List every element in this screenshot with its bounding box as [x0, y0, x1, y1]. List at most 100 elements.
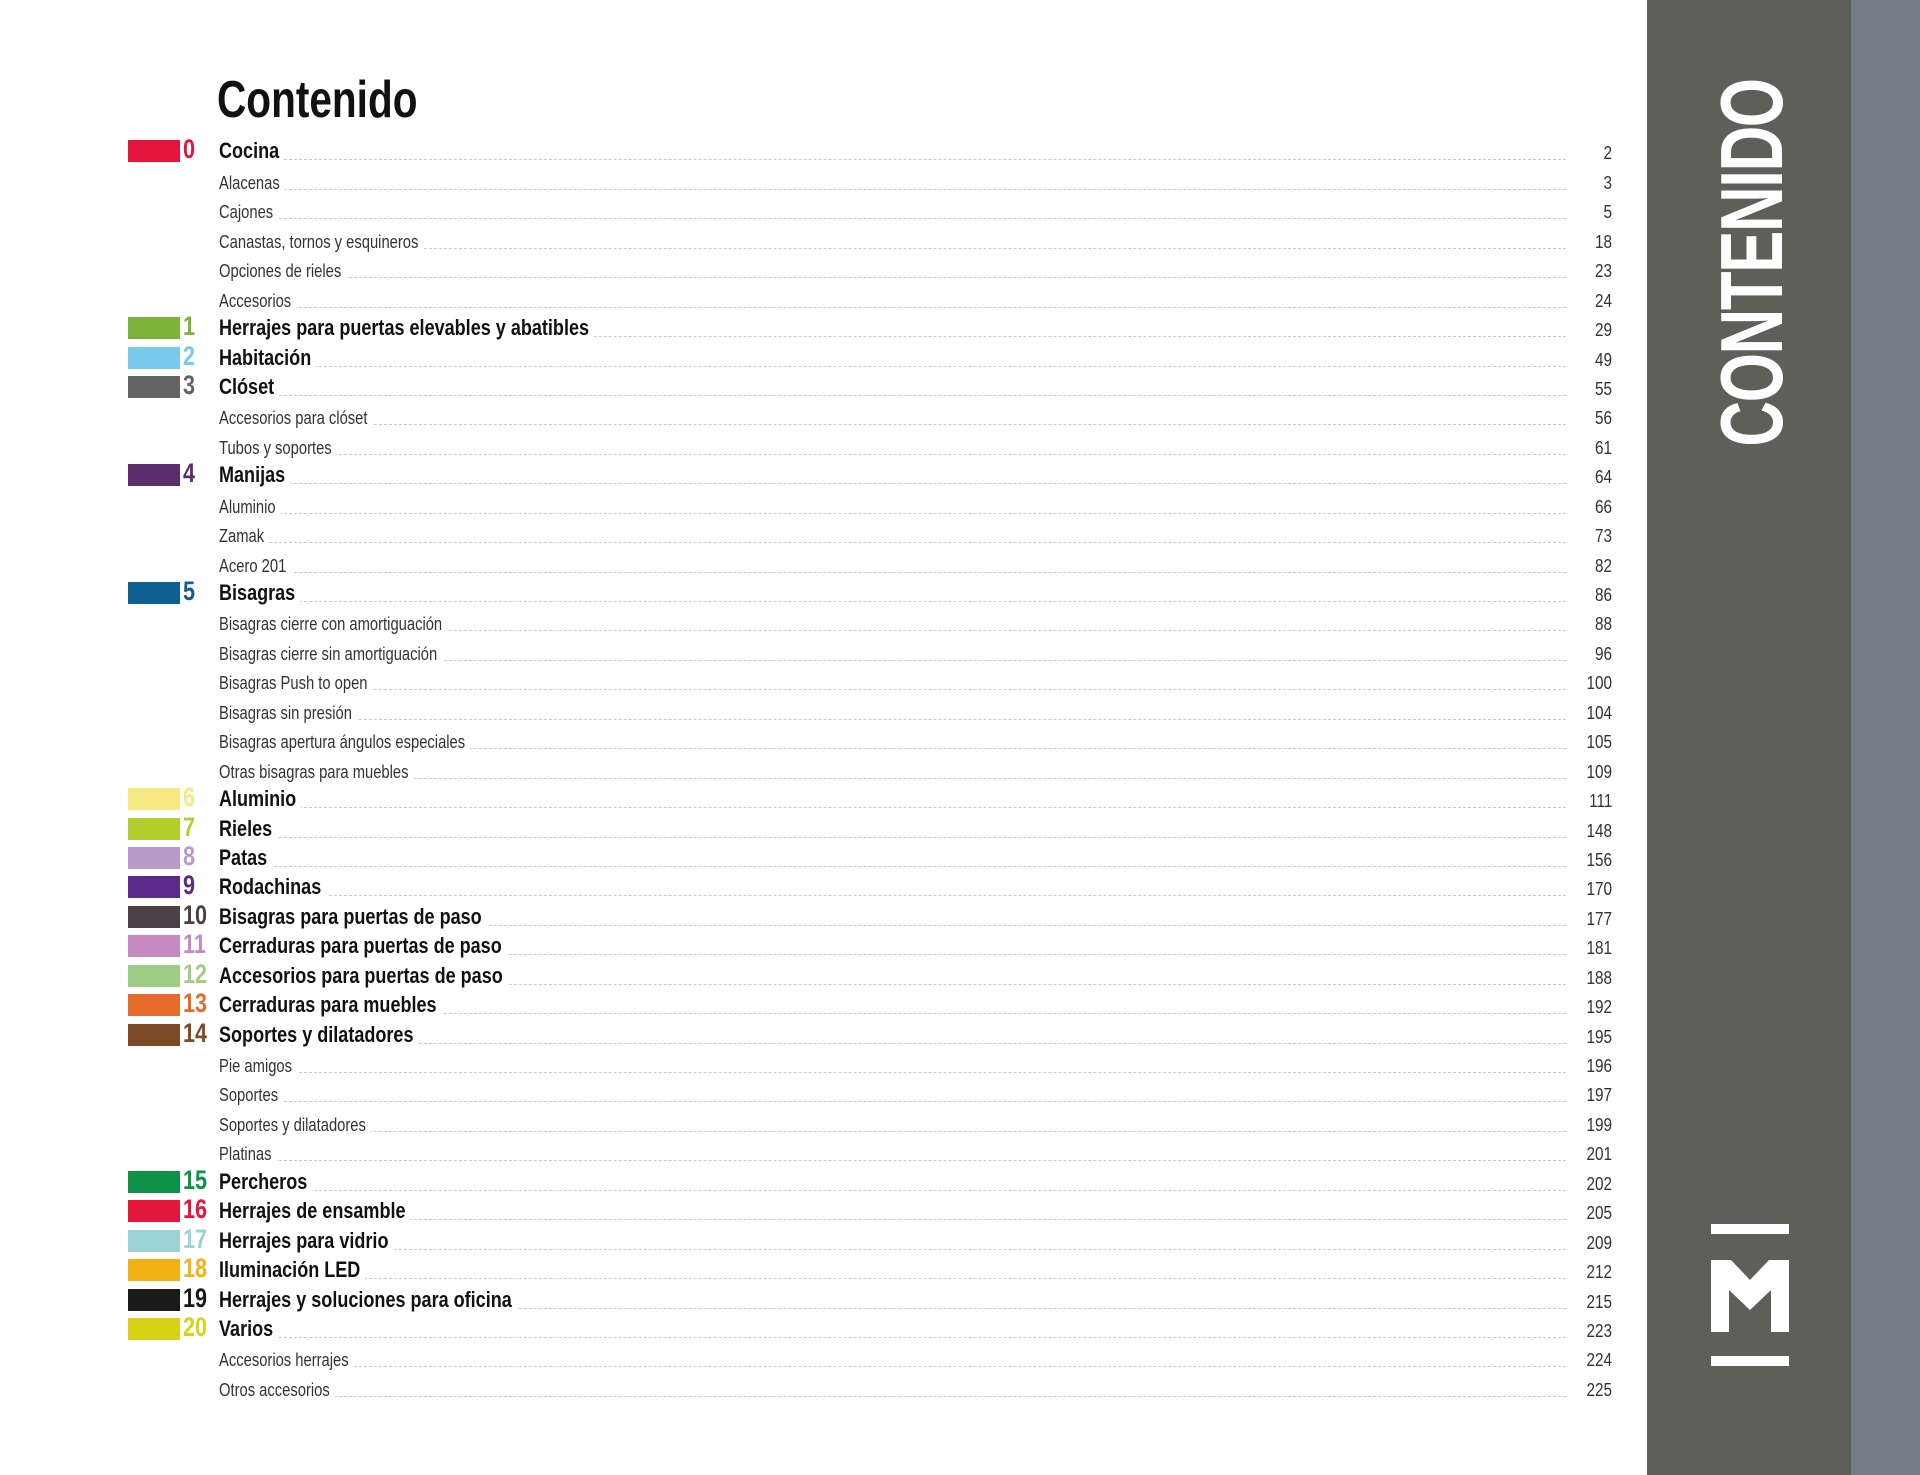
entry-label: Cerraduras para puertas de paso: [219, 933, 507, 960]
toc-section[interactable]: 10 Bisagras para puertas de paso 177: [128, 900, 1612, 932]
toc-section[interactable]: 2 Habitación 49: [128, 341, 1612, 373]
toc-subsection[interactable]: Otros accesorios 225: [128, 1374, 1612, 1403]
page-number: 2: [1603, 143, 1612, 164]
dot-leader: [219, 1307, 1566, 1309]
toc-subsection[interactable]: Bisagras Push to open 100: [128, 668, 1612, 697]
section-color-swatch: [128, 1259, 180, 1282]
toc-subsection[interactable]: Tubos y soportes 61: [128, 432, 1612, 461]
dot-leader: [219, 453, 1566, 455]
toc-section[interactable]: 17 Herrajes para vidrio 209: [128, 1224, 1612, 1256]
entry-label: Tubos y soportes: [219, 437, 337, 459]
page-number: 199: [1586, 1114, 1612, 1135]
toc-section[interactable]: 15 Percheros 202: [128, 1164, 1612, 1197]
section-number: 8: [183, 840, 196, 871]
toc-subsection[interactable]: Cajones 5: [128, 197, 1612, 226]
entry-label: Cocina: [219, 138, 285, 165]
toc-subsection[interactable]: Bisagras cierre con amortiguación 88: [128, 609, 1612, 638]
toc-subsection[interactable]: Accesorios para clóset 56: [128, 403, 1612, 432]
section-color-swatch: [128, 375, 180, 398]
page-number: 24: [1594, 290, 1612, 311]
toc-subsection[interactable]: Zamak 73: [128, 521, 1612, 550]
page-number: 195: [1586, 1026, 1612, 1047]
page-number: 181: [1586, 938, 1612, 959]
page-number: 212: [1586, 1262, 1612, 1283]
toc-section[interactable]: 9 Rodachinas 170: [128, 870, 1612, 903]
dot-leader: [219, 807, 1566, 809]
entry-label: Accesorios herrajes: [219, 1350, 354, 1372]
section-color-swatch: [128, 140, 180, 163]
toc-section[interactable]: 8 Patas 156: [128, 841, 1612, 874]
dot-leader: [219, 689, 1566, 691]
page-number: 196: [1586, 1056, 1612, 1076]
toc-section[interactable]: 4 Manijas 64: [128, 458, 1612, 491]
page-number: 111: [1588, 791, 1612, 812]
toc-section[interactable]: 5 Bisagras 86: [128, 576, 1612, 609]
page-number: 105: [1586, 732, 1612, 753]
entry-label: Soportes y dilatadores: [219, 1021, 419, 1048]
dot-leader: [219, 159, 1566, 161]
toc-subsection[interactable]: Bisagras cierre sin amortiguación 96: [128, 638, 1612, 667]
toc-section[interactable]: 12 Accesorios para puertas de paso 188: [128, 959, 1612, 991]
toc-subsection[interactable]: Pie amigos 196: [128, 1051, 1612, 1080]
toc-subsection[interactable]: Accesorios 24: [128, 285, 1612, 314]
page-number: 224: [1586, 1350, 1612, 1371]
page-number: 66: [1594, 496, 1612, 517]
entry-label: Accesorios: [219, 290, 297, 312]
page-number: 100: [1586, 673, 1612, 694]
toc-subsection[interactable]: Accesorios herrajes 224: [128, 1345, 1612, 1374]
dot-leader: [219, 777, 1566, 779]
page-number: 215: [1586, 1291, 1612, 1312]
toc-section[interactable]: 14 Soportes y dilatadores 195: [128, 1018, 1612, 1050]
toc-section[interactable]: 11 Cerraduras para puertas de paso 181: [128, 929, 1612, 962]
table-of-contents: 0 Cocina 2 Alacenas 3 Cajones 5 Canastas, torno…: [128, 134, 1612, 1404]
toc-subsection[interactable]: Soportes y dilatadores 199: [128, 1109, 1612, 1138]
dot-leader: [219, 1130, 1566, 1132]
toc-subsection[interactable]: Bisagras apertura ángulos especiales 105: [128, 727, 1612, 756]
toc-subsection[interactable]: Platinas 201: [128, 1139, 1612, 1168]
page-number: 202: [1586, 1173, 1612, 1194]
section-color-swatch: [128, 1200, 180, 1223]
dot-leader: [219, 865, 1566, 867]
toc-subsection[interactable]: Otras bisagras para muebles 109: [128, 756, 1612, 785]
toc-section[interactable]: 1 Herrajes para puertas elevables y abati…: [128, 311, 1612, 344]
toc-section[interactable]: 20 Varios 223: [128, 1312, 1612, 1345]
entry-label: Rieles: [219, 815, 278, 842]
toc-section[interactable]: 19 Herrajes y soluciones para oficina 215: [128, 1283, 1612, 1315]
dot-leader: [219, 512, 1566, 514]
toc-subsection[interactable]: Aluminio 66: [128, 491, 1612, 520]
toc-subsection[interactable]: Alacenas 3: [128, 167, 1612, 196]
entry-label: Soportes y dilatadores: [219, 1114, 371, 1136]
section-color-swatch: [128, 994, 180, 1017]
toc-section[interactable]: 18 Iluminación LED 212: [128, 1253, 1612, 1286]
dot-leader: [219, 1366, 1566, 1368]
toc-subsection[interactable]: Opciones de rieles 23: [128, 256, 1612, 285]
toc-section[interactable]: 0 Cocina 2: [128, 134, 1612, 167]
section-number: 11: [183, 929, 206, 960]
section-number: 7: [183, 811, 196, 842]
section-number: 15: [183, 1164, 208, 1195]
toc-subsection[interactable]: Acero 201 82: [128, 550, 1612, 579]
section-color-swatch: [128, 817, 180, 840]
entry-label: Habitación: [219, 344, 317, 371]
toc-section[interactable]: 3 Clóset 55: [128, 370, 1612, 403]
dot-leader: [219, 924, 1566, 926]
toc-subsection[interactable]: Soportes 197: [128, 1080, 1612, 1109]
toc-section[interactable]: 13 Cerraduras para muebles 192: [128, 988, 1612, 1021]
toc-section[interactable]: 6 Aluminio 111: [128, 782, 1612, 815]
entry-label: Rodachinas: [219, 874, 327, 901]
entry-label: Platinas: [219, 1144, 277, 1166]
section-number: 5: [183, 576, 196, 606]
toc-subsection[interactable]: Canastas, tornos y esquineros 18: [128, 226, 1612, 255]
page-number: 109: [1586, 761, 1612, 782]
page-number: 61: [1594, 437, 1612, 458]
page-number: 82: [1594, 555, 1612, 576]
toc-subsection[interactable]: Bisagras sin presión 104: [128, 697, 1612, 726]
toc-section[interactable]: 16 Herrajes de ensamble 205: [128, 1194, 1612, 1227]
entry-label: Cerraduras para muebles: [219, 992, 442, 1019]
toc-section[interactable]: 7 Rieles 148: [128, 811, 1612, 844]
section-number: 0: [183, 134, 196, 165]
vertical-section-title: CONTENIDO: [1701, 8, 1803, 518]
section-color-swatch: [128, 1229, 180, 1252]
entry-label: Aluminio: [219, 496, 281, 518]
dot-leader: [219, 1395, 1566, 1397]
